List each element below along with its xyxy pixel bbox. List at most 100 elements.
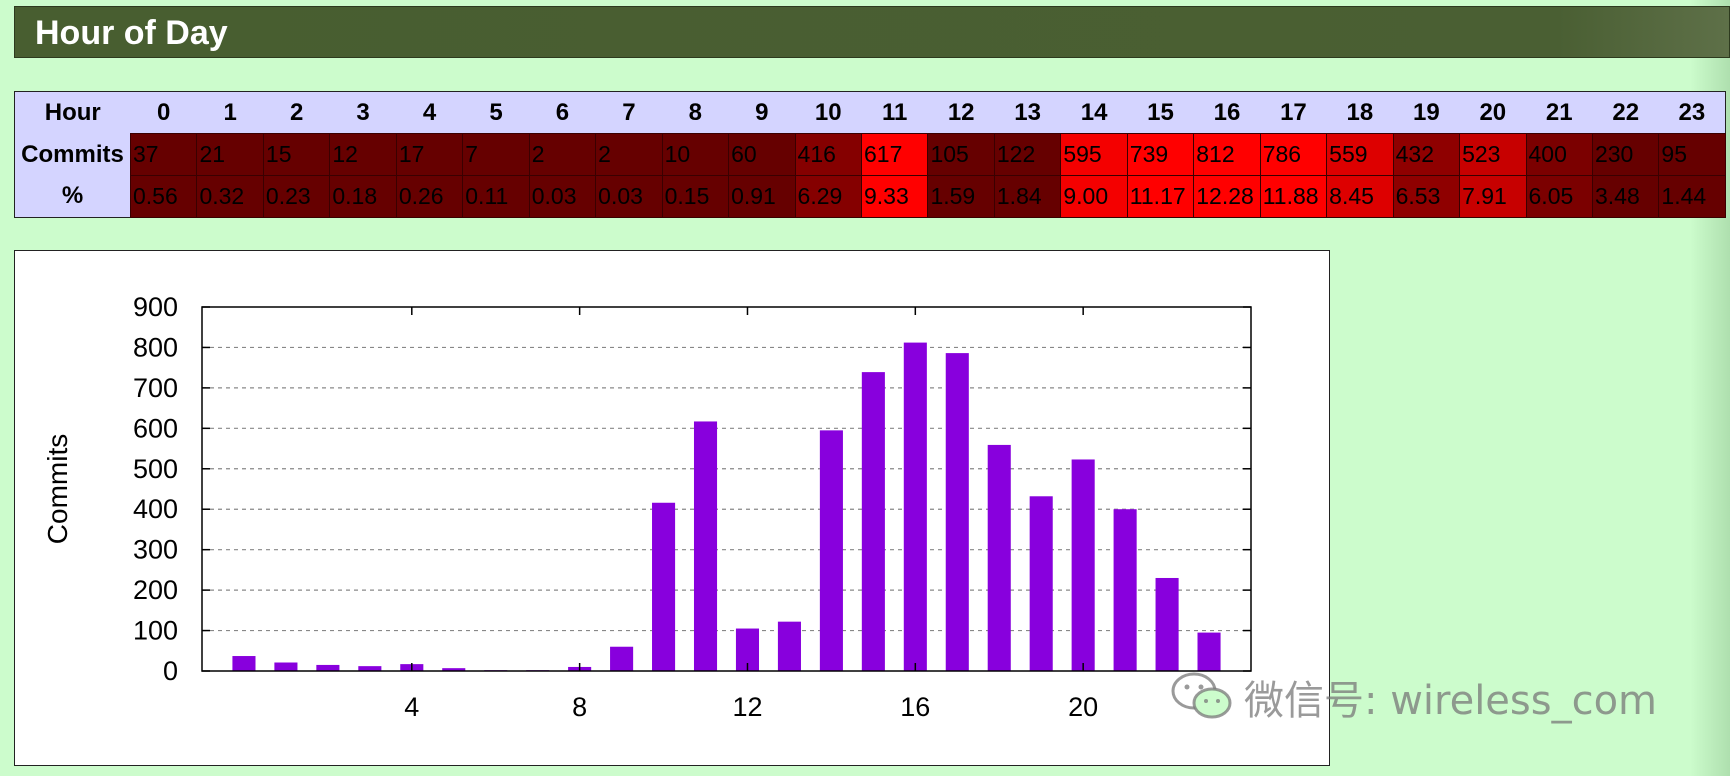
hour-row: Hour 0 1 2 3 4 5 6 7 8 9 10 11 12 13 14 15 16 17 18 19 20 21 2…: [14, 91, 1726, 134]
bar: [1113, 509, 1137, 671]
percent-cell: 9.33: [860, 175, 929, 218]
hour-header-cell: 8: [662, 91, 729, 134]
commits-row-label: Commits: [14, 133, 131, 176]
hour-header-cell: 16: [1193, 91, 1261, 134]
percent-cell: 1.59: [927, 175, 995, 218]
hour-header-cell: 7: [595, 91, 663, 134]
hour-header-cell: 18: [1326, 91, 1394, 134]
wechat-icon: [1171, 672, 1232, 719]
hour-header-cell: 21: [1526, 91, 1593, 134]
hour-header-cell: 5: [462, 91, 530, 134]
y-tick-label: 300: [133, 535, 178, 565]
hour-header-cell: 19: [1393, 91, 1460, 134]
bar: [777, 621, 801, 671]
percent-cell: 7.91: [1459, 175, 1527, 218]
commits-cell: 15: [262, 133, 331, 176]
hour-row-label: Hour: [14, 91, 131, 134]
commits-cell: 595: [1060, 133, 1128, 176]
hour-header-cell: 4: [396, 91, 463, 134]
commits-cell: 739: [1126, 133, 1195, 176]
hour-header-cell: 1: [196, 91, 264, 134]
percent-cell: 11.17: [1126, 175, 1195, 218]
percent-cell: 0.26: [395, 175, 464, 218]
watermark: 微信号: wireless_com: [1170, 668, 1657, 726]
commits-cell: 559: [1326, 133, 1394, 176]
percent-cell: 1.44: [1658, 175, 1726, 218]
percent-cell: 8.45: [1326, 175, 1394, 218]
x-tick-label: 16: [900, 692, 930, 722]
bar: [316, 664, 340, 671]
commits-cell: 617: [860, 133, 929, 176]
bar: [945, 353, 969, 671]
percent-cell: 9.00: [1060, 175, 1128, 218]
commits-cell: 105: [927, 133, 995, 176]
percent-cell: 1.84: [993, 175, 1062, 218]
commits-cell: 786: [1259, 133, 1328, 176]
percent-cell: 0.23: [262, 175, 331, 218]
commits-cell: 95: [1658, 133, 1726, 176]
percent-row-label: %: [14, 175, 131, 218]
commits-cell: 400: [1525, 133, 1593, 176]
commits-cell: 416: [794, 133, 862, 176]
bar: [1071, 459, 1095, 671]
percent-cell: 0.11: [462, 175, 530, 218]
percent-cell: 11.88: [1259, 175, 1328, 218]
percent-cell: 0.32: [196, 175, 264, 218]
commits-cell: 230: [1591, 133, 1660, 176]
y-tick-label: 0: [163, 656, 178, 686]
commits-cell: 7: [462, 133, 530, 176]
bar: [274, 662, 298, 671]
section-header: Hour of Day: [14, 6, 1730, 58]
bar: [1029, 496, 1053, 671]
commits-cell: 12: [329, 133, 397, 176]
hour-header-cell: 23: [1658, 91, 1726, 134]
hour-header-cell: 17: [1260, 91, 1327, 134]
percent-cell: 0.15: [661, 175, 730, 218]
x-tick-label: 20: [1068, 692, 1098, 722]
percent-cell: 6.29: [794, 175, 862, 218]
percent-cell: 6.05: [1525, 175, 1593, 218]
y-tick-label: 400: [133, 494, 178, 524]
bar: [610, 646, 634, 671]
percent-cell: 0.03: [528, 175, 597, 218]
bar: [987, 444, 1011, 671]
hour-header-cell: 13: [994, 91, 1061, 134]
percent-cell: 6.53: [1392, 175, 1461, 218]
bar: [819, 430, 843, 671]
x-tick-label: 4: [404, 692, 419, 722]
percent-cell: 0.56: [129, 175, 198, 218]
bar: [652, 502, 676, 671]
hour-header-cell: 22: [1592, 91, 1659, 134]
bar: [693, 421, 718, 671]
y-tick-label: 800: [133, 332, 178, 362]
bar: [1155, 577, 1179, 671]
commits-cell: 10: [661, 133, 730, 176]
commits-cell: 812: [1193, 133, 1261, 176]
y-tick-label: 600: [133, 413, 178, 443]
bar: [442, 668, 466, 671]
y-axis-label: Commits: [42, 434, 73, 544]
bar: [358, 666, 382, 671]
commits-row: Commits 37 21 15 12 17 7 2 2 10 60 416 617 105 122 595…: [14, 133, 1726, 176]
hour-header-cell: 20: [1459, 91, 1527, 134]
percent-cell: 0.03: [595, 175, 663, 218]
commits-cell: 2: [595, 133, 663, 176]
y-tick-label: 100: [133, 616, 178, 646]
percent-cell: 3.48: [1591, 175, 1660, 218]
percent-cell: 12.28: [1193, 175, 1261, 218]
bar: [1197, 632, 1221, 671]
commits-cell: 523: [1459, 133, 1527, 176]
commits-cell: 60: [728, 133, 796, 176]
watermark-text: 微信号: wireless_com: [1244, 678, 1658, 724]
commits-cell: 21: [196, 133, 264, 176]
bar: [861, 372, 885, 671]
commits-cell: 2: [528, 133, 597, 176]
hour-header-cell: 2: [263, 91, 330, 134]
plot-frame: [201, 306, 1252, 672]
hour-header-cell: 12: [927, 91, 995, 134]
commits-by-hour-chart: 0 100 200 300 400 500 600 700 800 900 4 8 12 16 20 Comm…: [14, 250, 1330, 766]
percent-cell: 0.91: [728, 175, 796, 218]
hour-header-cell: 15: [1127, 91, 1194, 134]
chart-svg: 0 100 200 300 400 500 600 700 800 900 4 8 12 16 20 Comm…: [42, 292, 1252, 722]
bar: [232, 656, 256, 671]
